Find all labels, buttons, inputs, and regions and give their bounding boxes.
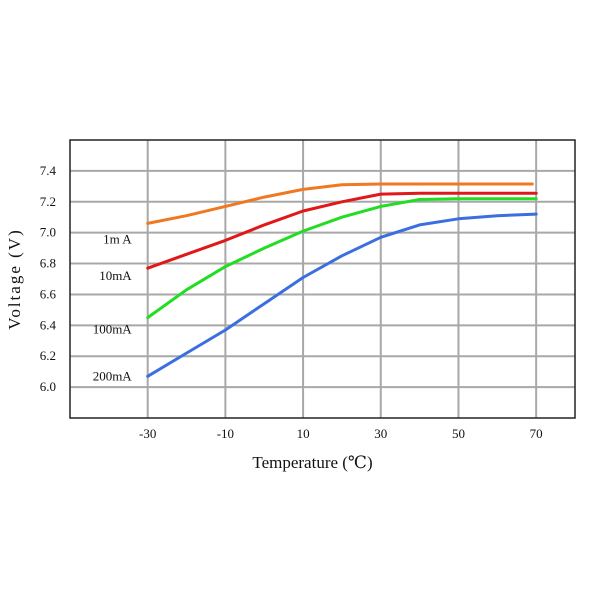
y-tick-label: 6.4	[40, 317, 57, 332]
x-tick-label: 10	[297, 426, 310, 441]
y-tick-label: 7.2	[40, 194, 56, 209]
plot-frame	[69, 139, 576, 419]
series-line-1	[146, 191, 538, 270]
x-tick-label: -30	[139, 426, 156, 441]
y-tick-label: 6.8	[40, 256, 56, 271]
y-axis-title: Voltage (V)	[5, 228, 24, 329]
series-labels: 1m A 10mA 100mA 200mA	[93, 231, 133, 383]
series-lines	[146, 182, 538, 378]
y-tick-label: 6.2	[40, 348, 56, 363]
x-axis-title: Temperature (℃)	[252, 453, 372, 472]
series-label-2: 100mA	[93, 322, 133, 337]
x-tick-label: 30	[374, 426, 387, 441]
x-tick-label: 50	[452, 426, 465, 441]
x-tick-label: -10	[217, 426, 234, 441]
series-line-2	[146, 197, 538, 320]
series-line-3	[146, 212, 538, 378]
grid	[70, 140, 575, 418]
tick-labels: -30 -10 10 30 50 70 6.0 6.2 6.4 6.6 6.8 7.0 7.2 7.4	[40, 163, 543, 441]
y-tick-label: 6.6	[40, 286, 57, 301]
series-label-1: 10mA	[99, 268, 132, 283]
y-tick-label: 7.0	[40, 225, 56, 240]
y-tick-label: 7.4	[40, 163, 57, 178]
y-tick-label: 6.0	[40, 379, 56, 394]
series-label-0: 1m A	[103, 231, 132, 246]
series-line-0	[146, 182, 534, 225]
series-label-3: 200mA	[93, 368, 133, 383]
x-tick-label: 70	[530, 426, 543, 441]
